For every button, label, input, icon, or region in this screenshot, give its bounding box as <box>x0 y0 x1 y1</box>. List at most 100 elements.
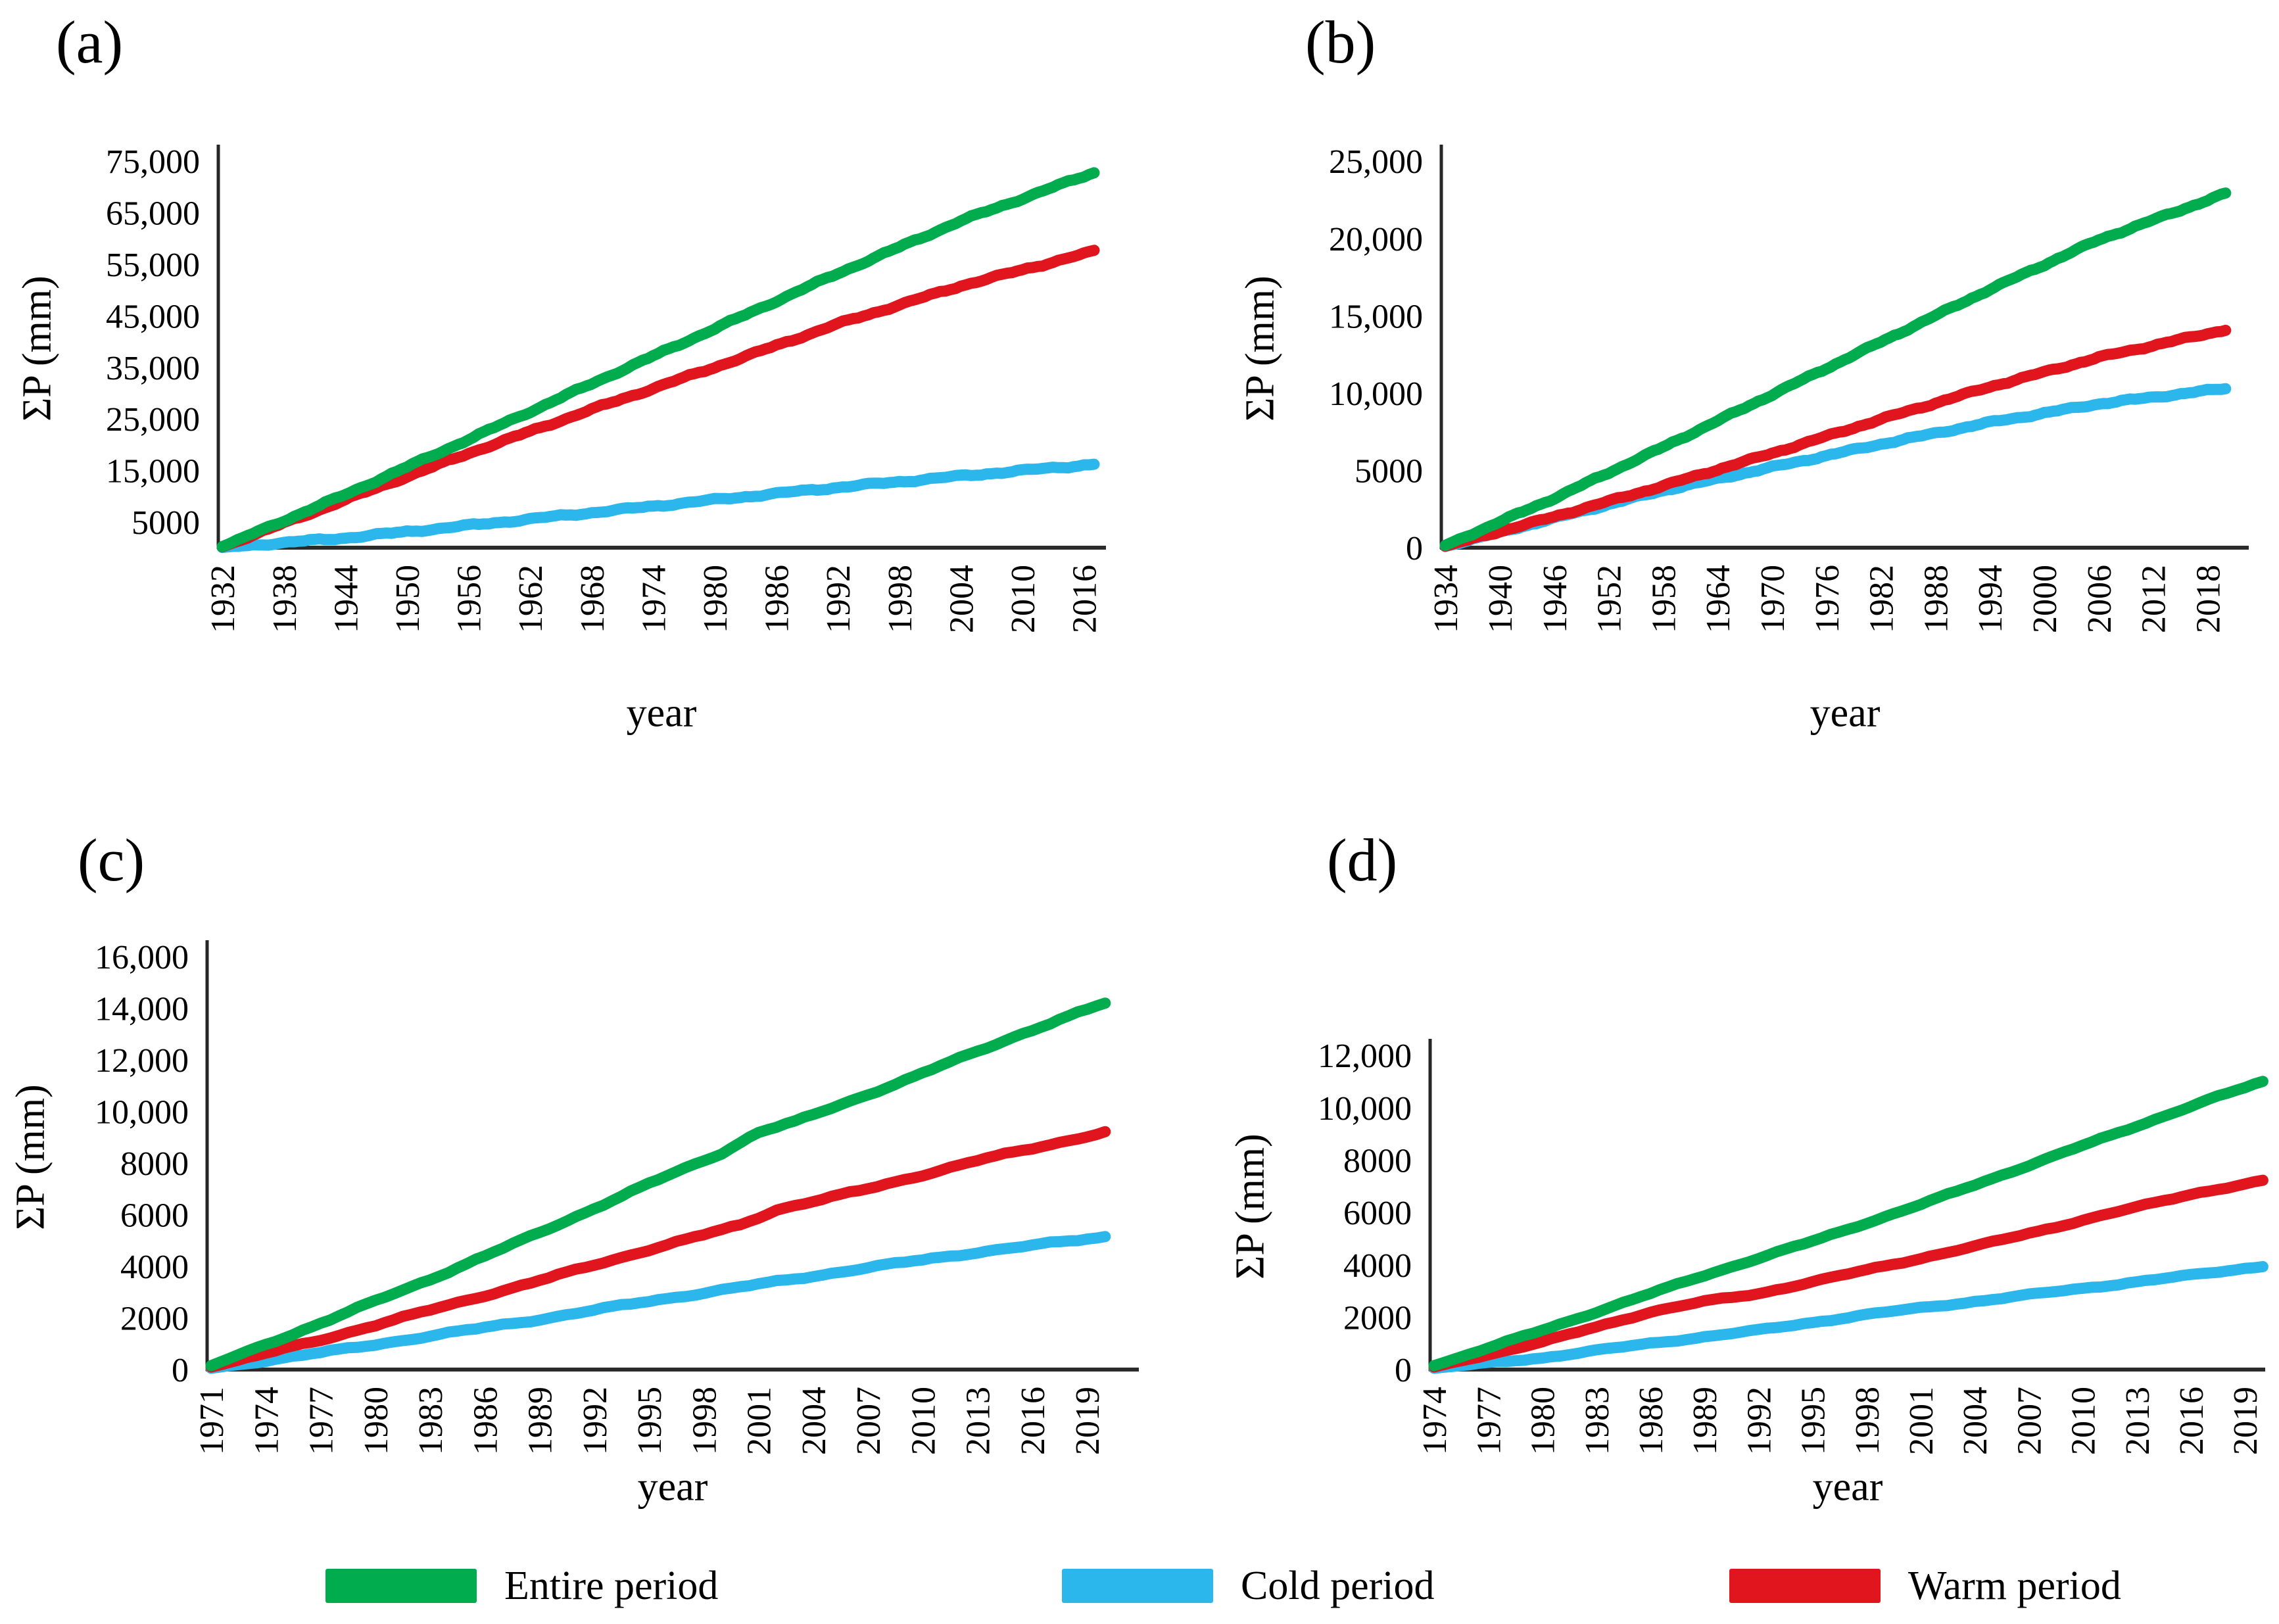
legend-item-warm-period: Warm period <box>1729 1560 2121 1612</box>
svg-text:75,000: 75,000 <box>106 143 200 181</box>
svg-text:1944: 1944 <box>327 565 365 633</box>
svg-text:1998: 1998 <box>1849 1387 1886 1455</box>
svg-text:1974: 1974 <box>635 565 673 633</box>
svg-text:1946: 1946 <box>1537 565 1574 633</box>
svg-text:20,000: 20,000 <box>1329 221 1423 258</box>
svg-text:1995: 1995 <box>1795 1387 1833 1455</box>
svg-text:2018: 2018 <box>2190 565 2227 633</box>
svg-text:10,000: 10,000 <box>1329 375 1423 413</box>
svg-text:1952: 1952 <box>1591 565 1629 633</box>
svg-text:1932: 1932 <box>204 565 242 633</box>
svg-text:25,000: 25,000 <box>106 401 200 439</box>
svg-text:1983: 1983 <box>412 1387 450 1455</box>
svg-text:1989: 1989 <box>522 1387 560 1455</box>
series-b-entire-period <box>1439 187 2232 551</box>
svg-text:2001: 2001 <box>741 1387 779 1455</box>
svg-text:1964: 1964 <box>1700 565 1737 633</box>
svg-text:2016: 2016 <box>1015 1387 1052 1455</box>
series-b-cold-period <box>1439 383 2232 552</box>
series-c-entire-period <box>205 997 1111 1372</box>
svg-text:1940: 1940 <box>1482 565 1520 633</box>
panel-label-a: (a) <box>56 9 124 76</box>
legend-swatch-warm-period <box>1729 1569 1881 1603</box>
legend-swatch-cold-period <box>1062 1569 1213 1603</box>
svg-text:1970: 1970 <box>1754 565 1792 633</box>
svg-text:10,000: 10,000 <box>1318 1090 1412 1128</box>
panel-b: 0 5000 10,000 15,000 20,000 25,000 1934 1940 194… <box>1329 143 2249 633</box>
legend-item-cold-period: Cold period <box>1062 1560 1434 1612</box>
svg-text:1980: 1980 <box>358 1387 395 1455</box>
svg-text:2019: 2019 <box>2227 1387 2265 1455</box>
svg-text:2001: 2001 <box>1903 1387 1940 1455</box>
svg-text:1974: 1974 <box>249 1387 286 1455</box>
panel-label-b: (b) <box>1305 9 1376 76</box>
svg-text:1956: 1956 <box>451 565 489 633</box>
svg-text:1986: 1986 <box>1633 1387 1670 1455</box>
panel-c: 0 2000 4000 6000 8000 10,000 12,000 14,000 16,00… <box>95 939 1139 1455</box>
svg-text:1986: 1986 <box>759 565 796 633</box>
svg-text:2019: 2019 <box>1069 1387 1107 1455</box>
panel-label-d: (d) <box>1327 826 1398 894</box>
svg-text:1962: 1962 <box>512 565 550 633</box>
series-d-warm-period <box>1428 1174 2268 1373</box>
svg-text:1998: 1998 <box>686 1387 724 1455</box>
svg-text:2010: 2010 <box>905 1387 943 1455</box>
svg-text:2016: 2016 <box>1067 565 1104 633</box>
y-axis-title-b: ΣP (mm) <box>1237 275 1283 421</box>
series-d-entire-period <box>1428 1076 2268 1372</box>
series-b-warm-period <box>1439 324 2232 552</box>
svg-text:1986: 1986 <box>468 1387 505 1455</box>
svg-text:2004: 2004 <box>1957 1387 1994 1455</box>
series-c-warm-period <box>205 1126 1111 1373</box>
svg-text:1971: 1971 <box>193 1387 231 1455</box>
svg-text:1998: 1998 <box>882 565 919 633</box>
svg-text:0: 0 <box>1395 1352 1412 1389</box>
svg-text:1968: 1968 <box>574 565 612 633</box>
svg-text:8000: 8000 <box>1343 1143 1412 1180</box>
svg-text:1992: 1992 <box>577 1387 614 1455</box>
svg-text:1976: 1976 <box>1809 565 1846 633</box>
y-axis-title-d: ΣP (mm) <box>1228 1134 1273 1279</box>
svg-text:2000: 2000 <box>2027 565 2064 633</box>
legend-label-entire-period: Entire period <box>504 1563 719 1608</box>
svg-text:4000: 4000 <box>120 1249 189 1286</box>
svg-text:2000: 2000 <box>120 1301 189 1338</box>
svg-text:2016: 2016 <box>2173 1387 2211 1455</box>
svg-text:1988: 1988 <box>1917 565 1955 633</box>
y-axis-title-a: ΣP (mm) <box>14 275 60 421</box>
svg-text:1995: 1995 <box>631 1387 669 1455</box>
legend-swatch-entire-period <box>325 1569 477 1603</box>
svg-text:14,000: 14,000 <box>95 991 189 1028</box>
svg-text:1980: 1980 <box>697 565 734 633</box>
svg-text:8000: 8000 <box>120 1145 189 1183</box>
svg-text:2000: 2000 <box>1343 1300 1412 1337</box>
svg-text:2013: 2013 <box>960 1387 997 1455</box>
svg-text:2013: 2013 <box>2119 1387 2157 1455</box>
svg-text:15,000: 15,000 <box>1329 298 1423 335</box>
svg-text:0: 0 <box>172 1352 189 1389</box>
svg-text:1977: 1977 <box>303 1387 341 1455</box>
svg-text:2004: 2004 <box>796 1387 833 1455</box>
svg-text:12,000: 12,000 <box>1318 1038 1412 1075</box>
legend-label-cold-period: Cold period <box>1241 1563 1435 1608</box>
svg-text:2007: 2007 <box>850 1387 888 1455</box>
svg-text:1982: 1982 <box>1863 565 1901 633</box>
svg-text:1950: 1950 <box>389 565 427 633</box>
svg-text:6000: 6000 <box>1343 1195 1412 1232</box>
x-axis-title-a: year <box>626 690 697 736</box>
x-axis-title-b: year <box>1810 690 1881 736</box>
x-axis-title-c: year <box>637 1464 708 1510</box>
svg-text:1977: 1977 <box>1470 1387 1508 1455</box>
legend: Entire period Cold period Warm period <box>0 1560 2279 1619</box>
svg-text:6000: 6000 <box>120 1197 189 1235</box>
svg-text:1992: 1992 <box>820 565 857 633</box>
svg-text:1958: 1958 <box>1645 565 1683 633</box>
svg-text:35,000: 35,000 <box>106 350 200 387</box>
svg-text:65,000: 65,000 <box>106 195 200 233</box>
svg-text:2007: 2007 <box>2011 1387 2048 1455</box>
svg-text:1974: 1974 <box>1416 1387 1454 1455</box>
panel-a: 5000 15,000 25,000 35,000 45,000 55,000 65,000… <box>106 143 1106 633</box>
svg-text:2010: 2010 <box>2065 1387 2103 1455</box>
